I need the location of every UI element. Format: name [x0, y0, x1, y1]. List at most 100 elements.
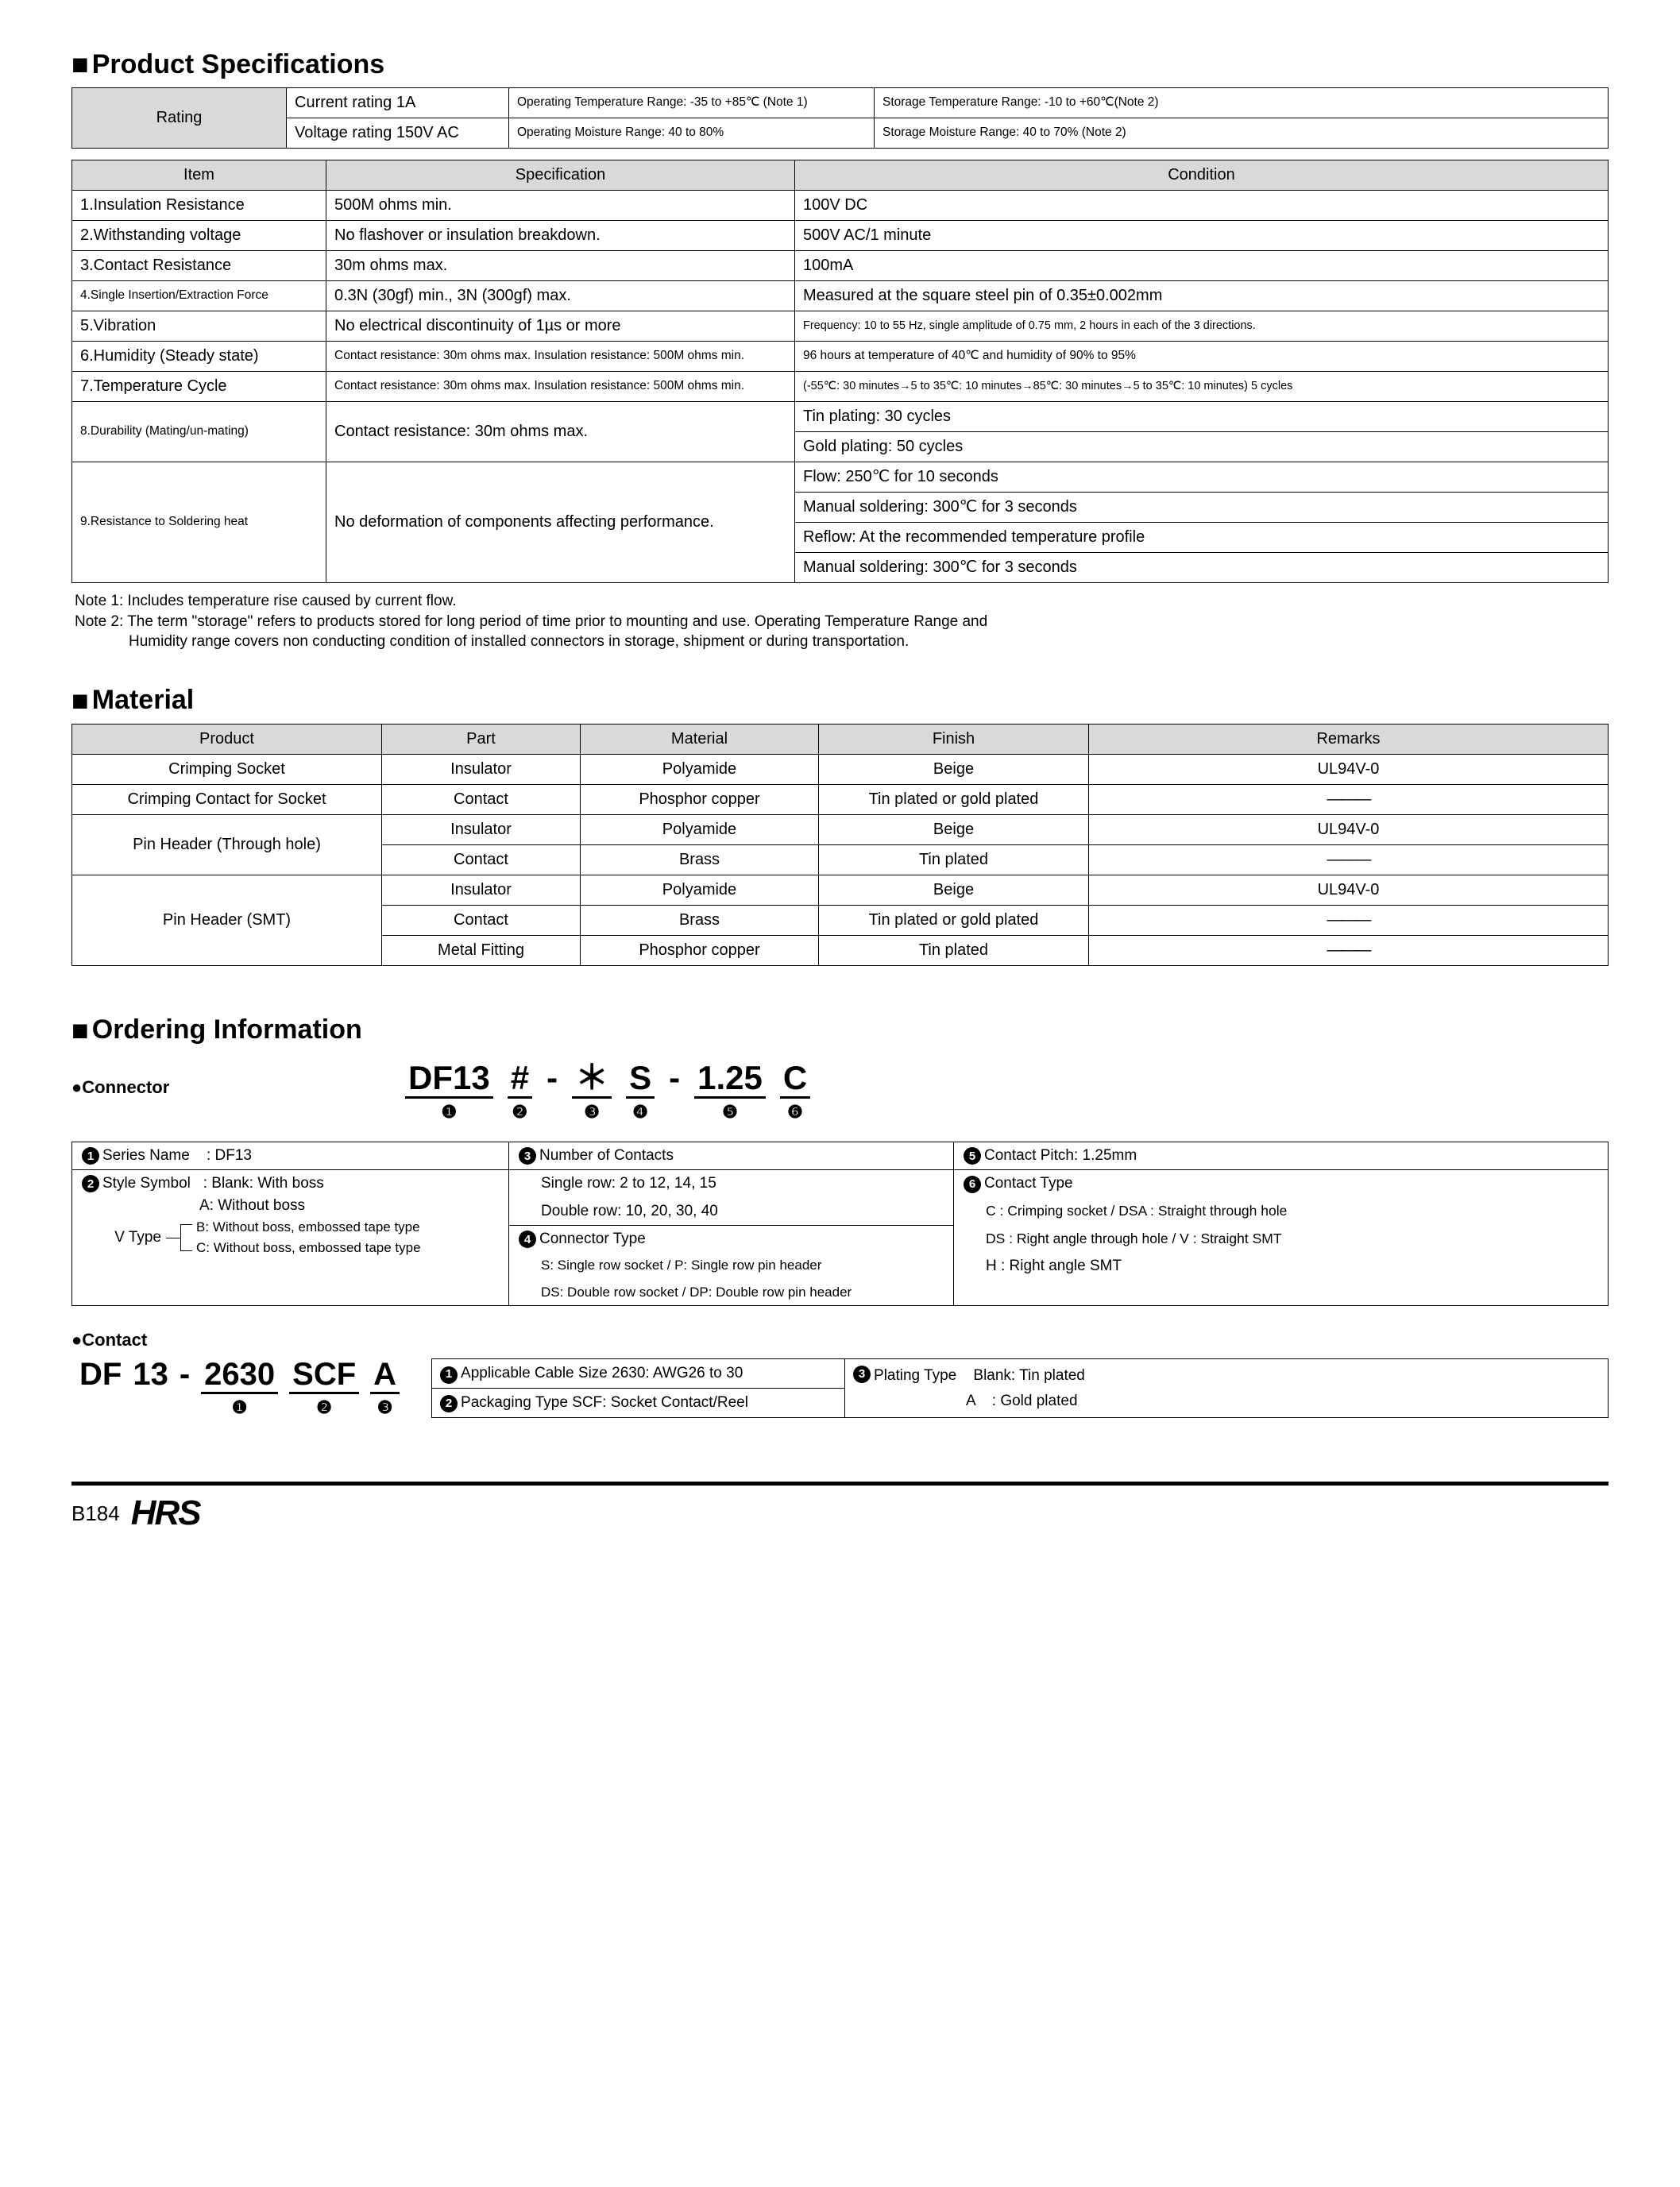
mat-th: Remarks [1089, 724, 1609, 754]
legend-line: DS: Double row socket / DP: Double row p… [541, 1285, 852, 1300]
spec-th-cond: Condition [795, 160, 1609, 191]
table-cell: Frequency: 10 to 55 Hz, single amplitude… [795, 311, 1609, 342]
cpn-n1: ❶ [232, 1397, 248, 1418]
legend-label: Contact Pitch: 1.25mm [984, 1147, 1137, 1164]
connector-sub-text: Connector [82, 1077, 169, 1097]
table-cell: Phosphor copper [581, 935, 819, 965]
table-cell: Flow: 250℃ for 10 seconds [795, 462, 1609, 493]
legend-line: C: Without boss, embossed tape type [180, 1240, 421, 1256]
table-cell: 8.Durability (Mating/un-mating) [72, 402, 326, 462]
section-title-material: ■ Material [71, 684, 1609, 717]
table-cell: 0.3N (30gf) min., 3N (300gf) max. [326, 281, 795, 311]
pn-sep: - [669, 1061, 680, 1095]
square-bullet-icon: ■ [71, 1014, 89, 1047]
cpn-n2: ❷ [316, 1397, 332, 1418]
legend-cell: 2Packaging Type SCF: Socket Contact/Reel [432, 1389, 845, 1418]
table-cell: UL94V-0 [1089, 814, 1609, 844]
legend-cell: 1Series Name : DF13 [72, 1142, 509, 1171]
spec-th-item: Item [72, 160, 326, 191]
rating-cell: Voltage rating 150V AC [287, 118, 509, 149]
table-cell: 500V AC/1 minute [795, 221, 1609, 251]
legend-val: : Blank: With boss [203, 1175, 324, 1192]
spec-notes: Note 1: Includes temperature rise caused… [75, 591, 1609, 652]
table-cell: No flashover or insulation breakdown. [326, 221, 795, 251]
connector-sub: ●Connector [71, 1077, 310, 1098]
legend-cell: 5Contact Pitch: 1.25mm [954, 1142, 1608, 1171]
table-cell: Metal Fitting [382, 935, 581, 965]
legend-cell: 2Style Symbol : Blank: With boss A: With… [72, 1170, 509, 1305]
ordering-title-text: Ordering Information [92, 1014, 362, 1045]
legend-line: S: Single row socket / P: Single row pin… [541, 1258, 821, 1273]
table-cell: Pin Header (SMT) [72, 875, 382, 965]
pn-seg-2: # [508, 1061, 532, 1099]
mat-th: Product [72, 724, 382, 754]
contact-legend-table: 1Applicable Cable Size 2630: AWG26 to 30… [431, 1358, 1609, 1417]
pn-num-6: ❻ [787, 1102, 803, 1122]
table-cell: Pin Header (Through hole) [72, 814, 382, 875]
square-bullet-icon: ■ [71, 684, 89, 717]
table-cell: UL94V-0 [1089, 754, 1609, 784]
table-cell: ——— [1089, 935, 1609, 965]
legend-cell: H : Right angle SMT [954, 1253, 1608, 1280]
pn-seg-1: DF13 [405, 1061, 493, 1099]
note-1: Note 1: Includes temperature rise caused… [75, 591, 1609, 612]
table-cell: Contact [382, 784, 581, 814]
table-cell: 3.Contact Resistance [72, 251, 326, 281]
material-table: Product Part Material Finish Remarks Cri… [71, 724, 1609, 966]
table-cell: Phosphor copper [581, 784, 819, 814]
cpn-3: 2630 [201, 1358, 278, 1394]
legend-line: H : Right angle SMT [986, 1258, 1122, 1274]
legend-cell: DS : Right angle through hole / V : Stra… [954, 1226, 1608, 1254]
table-cell: Contact [382, 905, 581, 935]
table-cell: 2.Withstanding voltage [72, 221, 326, 251]
rating-cell: Storage Temperature Range: -10 to +60℃(N… [875, 88, 1609, 118]
connector-legend-grid: 1Series Name : DF13 3Number of Contacts … [71, 1142, 1609, 1307]
legend-line: C : Crimping socket / DSA : Straight thr… [986, 1203, 1287, 1219]
cpn-1: DF [79, 1358, 122, 1390]
legend-val: : DF13 [207, 1147, 252, 1164]
legend-line: Double row: 10, 20, 30, 40 [541, 1203, 718, 1219]
table-cell: ——— [1089, 784, 1609, 814]
page-number: B184 [71, 1501, 120, 1526]
contact-sub-text: Contact [82, 1330, 147, 1350]
table-cell: No deformation of components affecting p… [326, 462, 795, 583]
pn-num-3: ❸ [584, 1102, 600, 1122]
table-cell: Insulator [382, 814, 581, 844]
table-cell: Contact resistance: 30m ohms max. Insula… [326, 342, 795, 372]
cpn-n3: ❸ [377, 1397, 393, 1418]
section-title-spec: ■ Product Specifications [71, 48, 1609, 81]
legend-line: DS : Right angle through hole / V : Stra… [986, 1231, 1282, 1246]
legend-label: Plating Type [874, 1366, 956, 1386]
connector-part-number: DF13❶ #❷ - ＊❸ S❹ - 1.25❺ C❻ [405, 1061, 1609, 1122]
section-title-ordering: ■ Ordering Information [71, 1014, 1609, 1047]
legend-cell: DS: Double row socket / DP: Double row p… [509, 1280, 954, 1305]
pn-seg-6: C [780, 1061, 810, 1099]
table-cell: Tin plated or gold plated [819, 784, 1089, 814]
contact-sub: ●Contact [71, 1330, 1609, 1350]
legend-cell [954, 1280, 1608, 1305]
contact-part-number: DF 13 - 2630❶ SCF❷ A❸ [79, 1358, 400, 1418]
table-cell: Polyamide [581, 754, 819, 784]
table-cell: 9.Resistance to Soldering heat [72, 462, 326, 583]
table-cell: (-55℃: 30 minutes→5 to 35℃: 10 minutes→8… [795, 372, 1609, 402]
legend-label: Style Symbol [102, 1175, 191, 1192]
table-cell: Tin plated [819, 935, 1089, 965]
cpn-5: A [370, 1358, 400, 1394]
table-cell: 1.Insulation Resistance [72, 191, 326, 221]
rating-cell: Storage Moisture Range: 40 to 70% (Note … [875, 118, 1609, 149]
table-cell: Contact resistance: 30m ohms max. Insula… [326, 372, 795, 402]
note-2b: Humidity range covers non conducting con… [75, 632, 1609, 652]
rating-cell: Current rating 1A [287, 88, 509, 118]
legend-cell: 6Contact Type [954, 1170, 1608, 1198]
legend-cell: 4Connector Type [509, 1226, 954, 1254]
cpn-2: 13 [133, 1358, 168, 1390]
spec-th-spec: Specification [326, 160, 795, 191]
table-cell: Crimping Socket [72, 754, 382, 784]
material-title-text: Material [92, 685, 195, 716]
table-cell: 30m ohms max. [326, 251, 795, 281]
legend-vtype: V Type [82, 1219, 166, 1256]
mat-th: Finish [819, 724, 1089, 754]
pn-num-2: ❷ [512, 1102, 528, 1122]
legend-line: Blank: Tin plated [973, 1366, 1084, 1386]
table-cell: 7.Temperature Cycle [72, 372, 326, 402]
